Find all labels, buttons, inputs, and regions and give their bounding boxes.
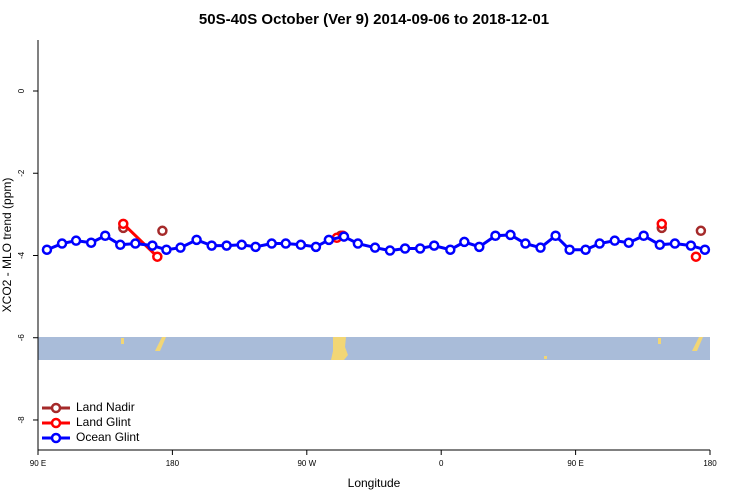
data-point	[115, 239, 126, 251]
data-point	[295, 239, 307, 251]
legend-label: Ocean Glint	[76, 430, 140, 444]
data-point	[323, 234, 335, 246]
x-tick-label: 180	[703, 459, 717, 468]
y-tick-label: 0	[17, 88, 26, 93]
data-point	[474, 241, 485, 253]
data-point	[428, 240, 440, 251]
data-point	[206, 240, 217, 251]
data-point	[505, 229, 516, 241]
data-point	[99, 230, 111, 241]
chart-title: 50S-40S October (Ver 9) 2014-09-06 to 20…	[199, 11, 549, 28]
data-point	[550, 230, 561, 241]
data-point	[338, 231, 350, 242]
data-point	[459, 236, 470, 248]
data-point	[161, 244, 172, 255]
data-point	[352, 238, 364, 249]
x-tick-label: 90 E	[567, 459, 583, 468]
data-point	[130, 238, 141, 249]
y-tick-label: -4	[17, 251, 26, 259]
data-point	[623, 237, 635, 248]
y-axis-label: XCO2 - MLO trend (ppm)	[0, 178, 14, 313]
data-point	[250, 241, 261, 253]
legend-label: Land Nadir	[76, 400, 135, 414]
data-point	[564, 244, 575, 255]
data-point	[157, 225, 168, 237]
legend-marker	[50, 432, 62, 444]
data-point	[638, 230, 649, 241]
legend-marker	[50, 417, 62, 429]
data-point	[490, 230, 501, 241]
data-point	[580, 244, 591, 255]
data-point	[221, 240, 232, 251]
legend-label: Land Glint	[76, 415, 131, 429]
data-point	[699, 244, 711, 255]
data-point	[191, 234, 202, 246]
data-point	[147, 240, 158, 251]
series-line	[122, 222, 159, 258]
data-point	[369, 242, 381, 253]
x-tick-label: 0	[439, 459, 444, 468]
data-point	[118, 218, 129, 230]
y-tick-label: -2	[17, 169, 26, 177]
data-point	[41, 244, 53, 255]
data-point	[520, 238, 531, 249]
data-point	[85, 237, 97, 248]
data-point	[399, 243, 411, 254]
x-tick-label: 90 W	[297, 459, 316, 468]
data-point	[609, 235, 620, 246]
data-point	[669, 238, 681, 249]
x-tick-label: 180	[166, 459, 180, 468]
y-tick-label: -6	[17, 334, 26, 342]
data-point	[70, 235, 82, 246]
legend-marker	[50, 402, 62, 414]
data-point	[266, 238, 277, 249]
data-point	[384, 245, 396, 256]
data-point	[280, 238, 291, 249]
data-point	[310, 241, 322, 253]
data-point	[656, 218, 668, 230]
data-point	[654, 239, 666, 251]
data-point	[152, 251, 163, 262]
data-point	[685, 240, 697, 251]
data-point	[175, 242, 186, 253]
data-point	[594, 238, 605, 249]
data-point	[414, 243, 426, 254]
data-point	[695, 225, 707, 237]
data-point	[445, 244, 456, 255]
x-axis-label: Longitude	[348, 476, 401, 490]
data-point	[690, 251, 702, 262]
data-point	[236, 239, 247, 251]
x-tick-label: 90 E	[30, 459, 46, 468]
data-point	[535, 242, 546, 253]
map-band	[38, 337, 710, 360]
y-tick-label: -8	[17, 416, 26, 424]
data-point	[56, 238, 68, 249]
